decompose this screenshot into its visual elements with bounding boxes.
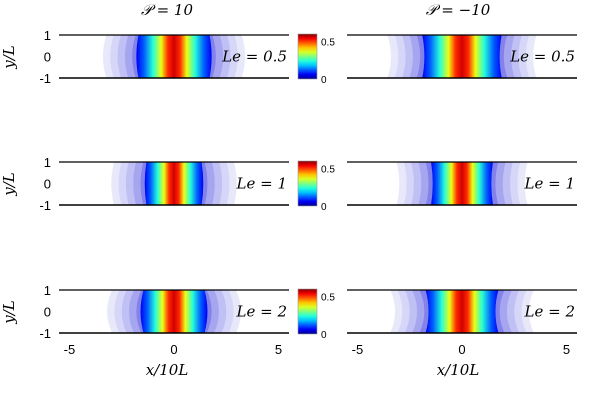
heat-core	[136, 35, 212, 78]
panels-layer: Le = 0.510-1Le = 0.5Le = 110-1Le = 1Le =…	[39, 28, 577, 357]
ylabel-row-1: y/L	[0, 172, 18, 197]
xlabel-right: x/10L	[437, 361, 480, 379]
y-tick-label: 1	[44, 28, 51, 43]
y-tick-label: -1	[39, 326, 51, 341]
panel-label: Le = 1	[524, 175, 576, 193]
heat-core	[422, 35, 502, 78]
heatmap-panel: Le = 0.5 1 0 -1	[39, 28, 289, 86]
column-title-left: 𝒫 = 10	[141, 1, 193, 19]
heat-core	[431, 162, 493, 205]
panel-label: Le = 2	[524, 303, 576, 321]
colorbar-gradient	[297, 288, 318, 335]
y-tick-label: 1	[44, 155, 51, 170]
panel-label: Le = 0.5	[221, 48, 287, 66]
colorbar-gradient	[297, 160, 318, 207]
colorbar-tick-label: 0	[321, 202, 327, 213]
panel-label: Le = 2	[236, 303, 288, 321]
heat-core	[425, 290, 499, 333]
colorbar: 0.50	[297, 160, 335, 213]
x-tick-label: -5	[352, 342, 364, 357]
heatmap-panel: Le = 1 1 0 -1	[39, 155, 289, 213]
heat-core	[140, 290, 208, 333]
colorbar-tick-label: 0.5	[321, 293, 335, 304]
panel-label: Le = 1	[236, 175, 288, 193]
x-tick-label: -5	[64, 342, 76, 357]
y-tick-label: -1	[39, 198, 51, 213]
heatmap-panel: Le = 1	[347, 161, 577, 206]
colorbar-gradient	[297, 33, 318, 80]
colorbar-tick-label: 0	[321, 330, 327, 341]
x-tick-label: 5	[275, 342, 282, 357]
column-title-right: 𝒫 = −10	[426, 1, 491, 19]
y-tick-label: 0	[44, 177, 51, 192]
y-tick-label: 0	[44, 305, 51, 320]
y-tick-label: -1	[39, 71, 51, 86]
colorbar-tick-label: 0	[321, 75, 327, 86]
panel-label: Le = 0.5	[509, 48, 575, 66]
heat-core	[144, 162, 204, 205]
colorbar: 0.50	[297, 33, 335, 86]
colorbar: 0.50	[297, 288, 335, 341]
ylabel-row-0: y/L	[0, 45, 18, 70]
x-tick-label: 0	[170, 342, 177, 357]
heatmap-panel: Le = 2 -5 0 5	[347, 289, 577, 357]
ylabel-row-2: y/L	[0, 300, 18, 325]
heatmap-panel: Le = 0.5	[347, 34, 577, 79]
colorbar-tick-label: 0.5	[321, 38, 335, 49]
y-tick-label: 0	[44, 50, 51, 65]
x-tick-label: 5	[563, 342, 570, 357]
colorbars-layer: 0.500.500.50	[297, 33, 335, 341]
heatmap-panel: Le = 2 1 0 -1 -5 0 5	[39, 283, 289, 357]
x-tick-label: 0	[458, 342, 465, 357]
y-tick-label: 1	[44, 283, 51, 298]
xlabel-left: x/10L	[146, 361, 189, 379]
colorbar-tick-label: 0.5	[321, 165, 335, 176]
